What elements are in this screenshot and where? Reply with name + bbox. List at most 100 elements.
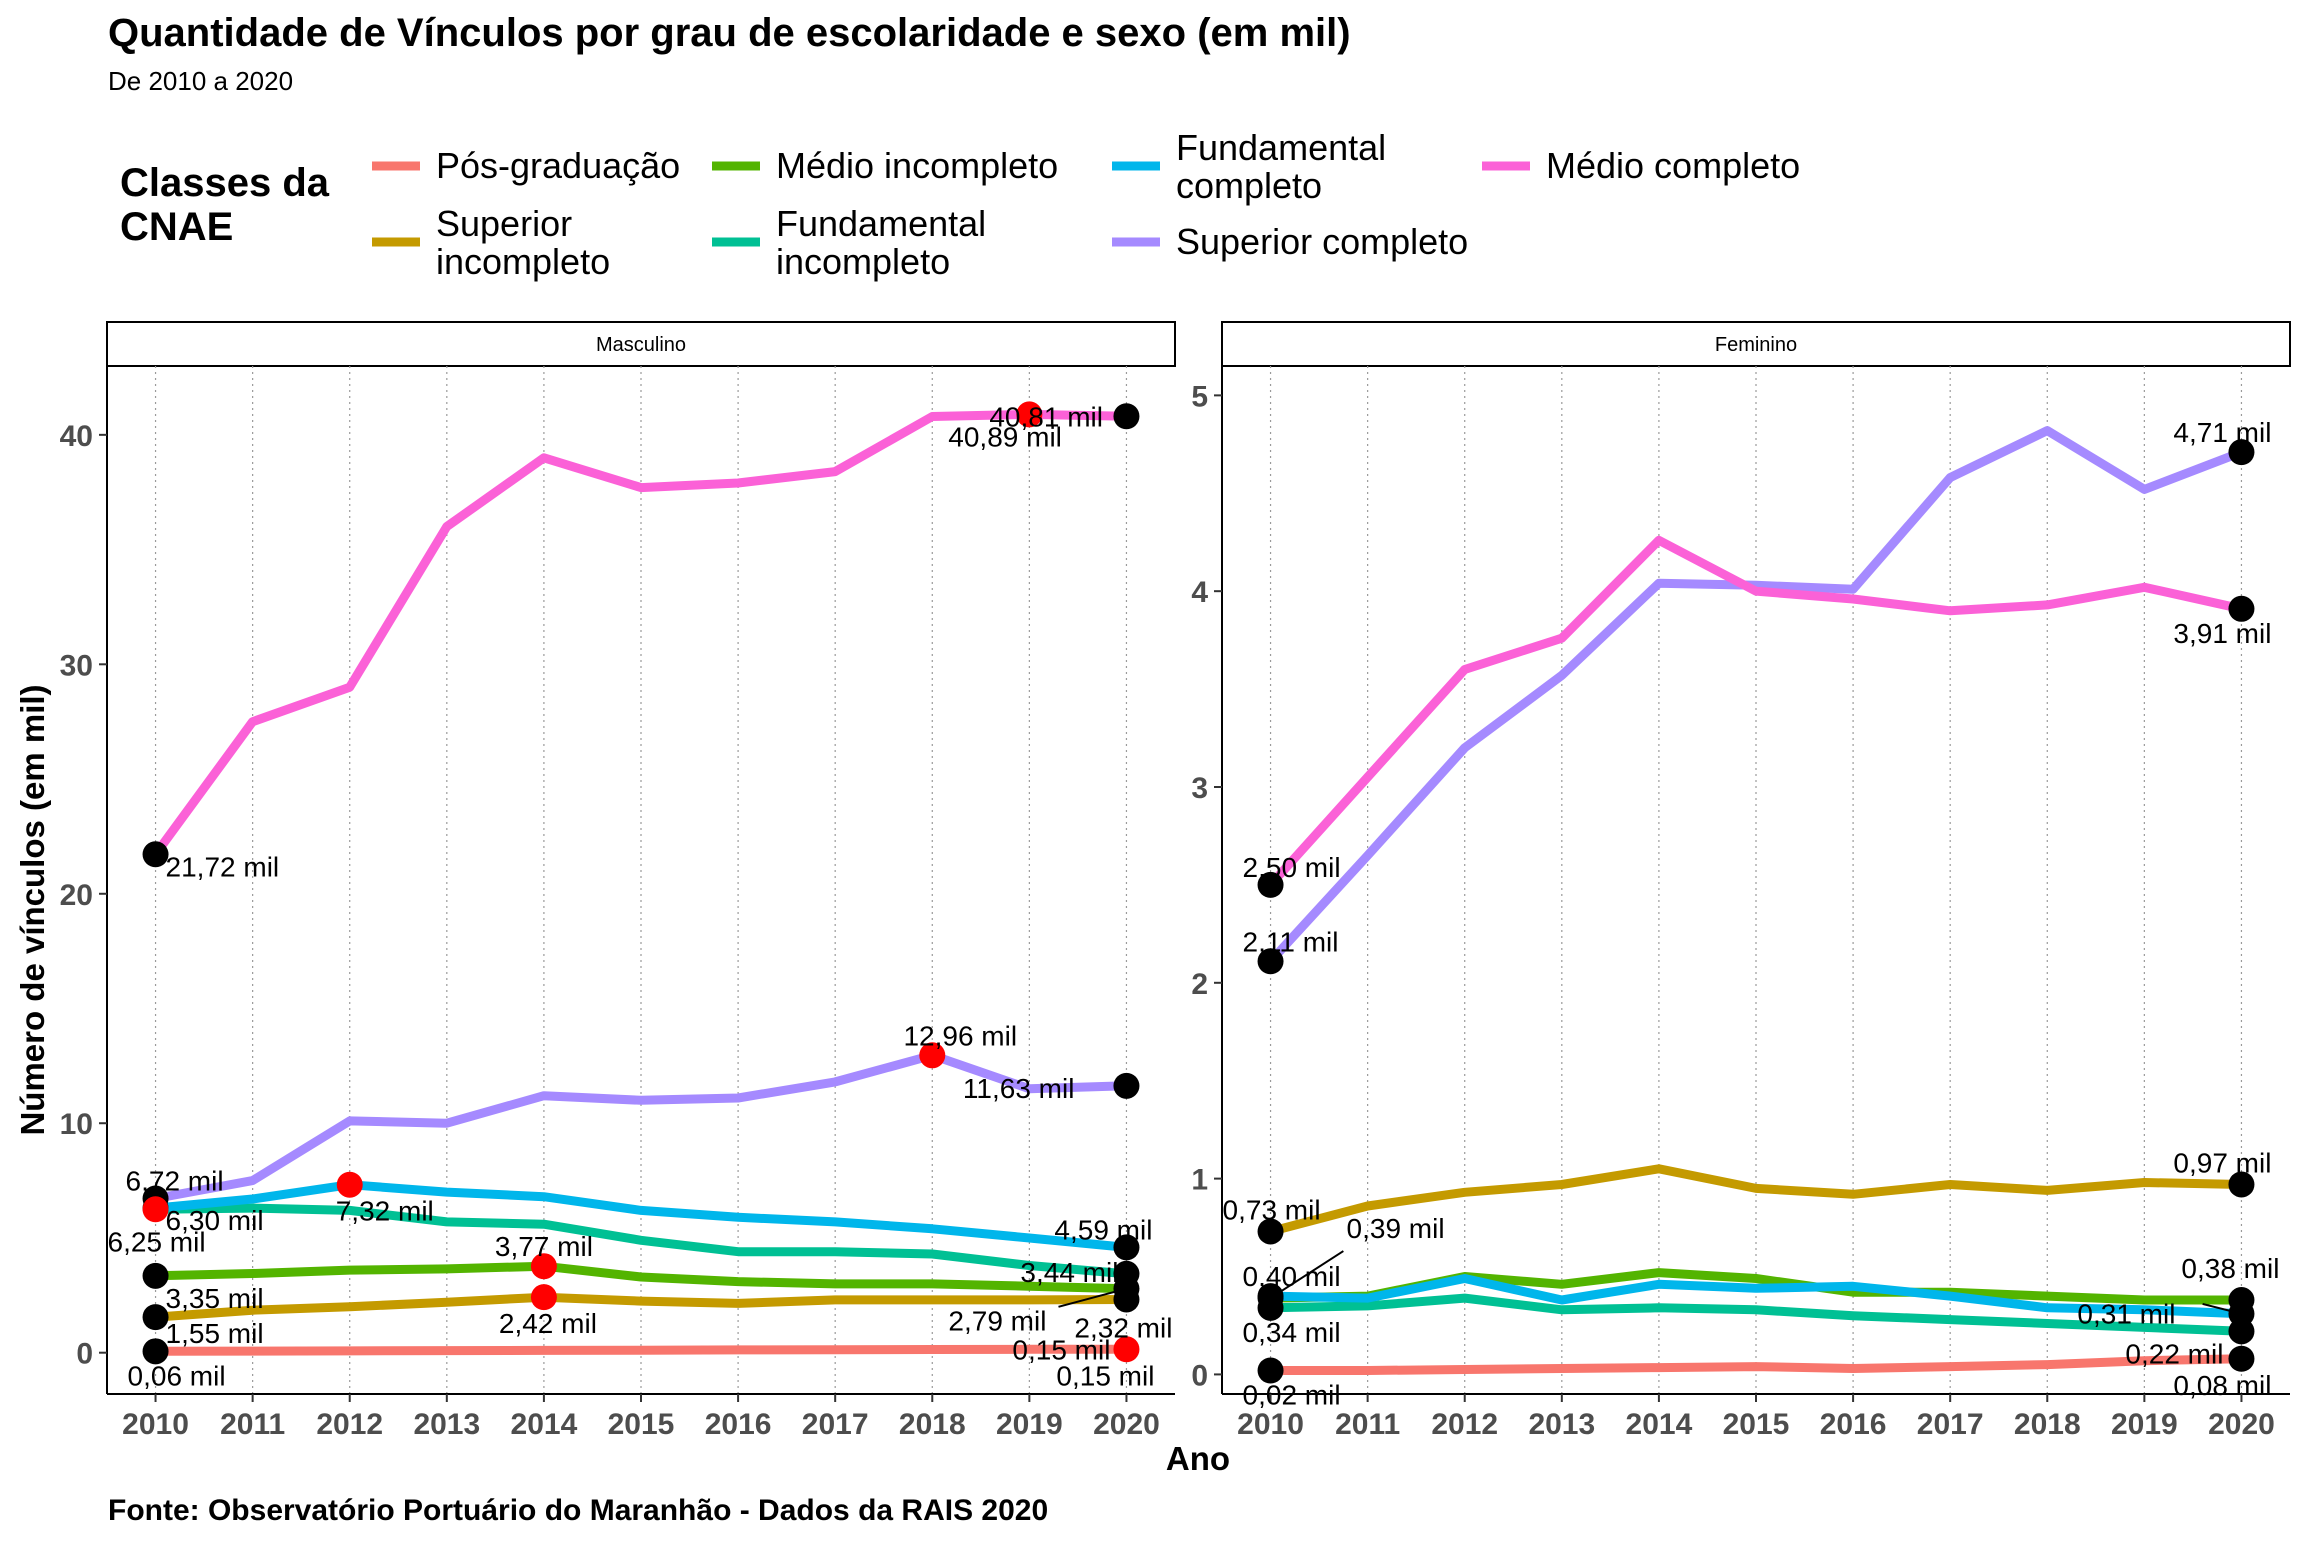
legend-label-medinc: Médio incompleto bbox=[776, 145, 1058, 186]
series-line-feminino-fundcomp bbox=[1270, 1274, 2242, 1319]
x-tick-label-feminino-2015: 2015 bbox=[1723, 1408, 1790, 1441]
legend-label-medcomp: Médio completo bbox=[1546, 145, 1800, 186]
series-line-masculino-supinc bbox=[155, 1292, 1127, 1322]
series-line-feminino-supcomp bbox=[1267, 426, 2244, 965]
strip-feminino bbox=[1221, 321, 2291, 367]
marker-feminino-supinc-2010 bbox=[1257, 1218, 1284, 1245]
strip-label-feminino: Feminino bbox=[1715, 334, 1797, 356]
data-label-feminino-0: 2,50 mil bbox=[1243, 852, 1341, 883]
marker-highlight-masculino-supinc-2014 bbox=[530, 1284, 557, 1311]
legend-label-supcomp: Superior completo bbox=[1176, 221, 1468, 262]
marker-feminino-supinc-2020 bbox=[2228, 1171, 2255, 1198]
marker-feminino-medcomp-2010 bbox=[1257, 871, 1284, 898]
legend: Classes da CNAE Pós-graduação Superior inc… bbox=[120, 127, 1800, 282]
marker-feminino-fundinc-2020 bbox=[2228, 1318, 2255, 1345]
series-line-masculino-medinc bbox=[155, 1261, 1127, 1294]
strip-label-masculino: Masculino bbox=[596, 334, 686, 356]
legend-item-fundinc: Fundamental incompleto bbox=[712, 203, 986, 282]
legend-item-medinc: Médio incompleto bbox=[712, 145, 1058, 186]
label-leader-feminino-0 bbox=[1270, 1250, 1344, 1299]
data-label-feminino-9: 0,97 mil bbox=[2173, 1147, 2271, 1178]
legend-item-supcomp: Superior completo bbox=[1112, 221, 1468, 262]
legend-item-medcomp: Médio completo bbox=[1482, 145, 1800, 186]
marker-highlight-masculino-fundcomp-2012 bbox=[336, 1171, 363, 1198]
data-label-masculino-17: 2,32 mil bbox=[1074, 1312, 1172, 1343]
y-tick-label-masculino-40: 40 bbox=[60, 420, 93, 453]
data-label-masculino-14: 4,59 mil bbox=[1054, 1214, 1152, 1245]
data-label-masculino-18: 0,15 mil bbox=[1012, 1334, 1110, 1365]
data-label-masculino-15: 3,44 mil bbox=[1020, 1257, 1118, 1288]
y-tick-label-feminino-2: 2 bbox=[1191, 968, 1208, 1001]
y-tick-label-feminino-1: 1 bbox=[1191, 1164, 1208, 1197]
x-tick-label-masculino-2013: 2013 bbox=[413, 1408, 480, 1441]
x-tick-label-masculino-2014: 2014 bbox=[511, 1408, 578, 1441]
y-tick-label-feminino-3: 3 bbox=[1191, 772, 1208, 805]
x-tick-label-masculino-2010: 2010 bbox=[122, 1408, 189, 1441]
data-label-feminino-7: 4,71 mil bbox=[2173, 417, 2271, 448]
y-tick-label-masculino-30: 30 bbox=[60, 649, 93, 682]
x-tick-label-masculino-2020: 2020 bbox=[1093, 1408, 1160, 1441]
x-tick-label-feminino-2011: 2011 bbox=[1335, 1408, 1400, 1441]
series-line-feminino-pos bbox=[1270, 1354, 2242, 1375]
data-label-feminino-4: 0,40 mil bbox=[1243, 1261, 1341, 1292]
y-axis-title: Número de vínculos (em mil) bbox=[14, 684, 51, 1135]
y-tick-label-feminino-4: 4 bbox=[1191, 576, 1208, 609]
y-tick-label-feminino-5: 5 bbox=[1191, 380, 1208, 413]
x-tick-label-masculino-2011: 2011 bbox=[220, 1408, 285, 1441]
data-label-feminino-1: 2,11 mil bbox=[1243, 926, 1339, 957]
x-tick-label-feminino-2017: 2017 bbox=[1917, 1408, 1984, 1441]
series-line-masculino-fundinc bbox=[155, 1203, 1127, 1279]
legend-item-supinc: Superior incompleto bbox=[372, 203, 610, 282]
series-line-feminino-fundinc bbox=[1270, 1293, 2242, 1336]
x-tick-label-feminino-2018: 2018 bbox=[2014, 1408, 2081, 1441]
marker-masculino-fundcomp-2020 bbox=[1113, 1234, 1140, 1261]
marker-masculino-supcomp-2020 bbox=[1113, 1072, 1140, 1099]
x-tick-label-masculino-2019: 2019 bbox=[996, 1408, 1063, 1441]
marker-masculino-medcomp-2010 bbox=[142, 841, 169, 868]
data-label-masculino-6: 0,06 mil bbox=[128, 1360, 226, 1391]
y-tick-label-masculino-10: 10 bbox=[60, 1108, 93, 1141]
y-tick-label-feminino-0: 0 bbox=[1191, 1359, 1208, 1392]
series-line-masculino-fundcomp bbox=[155, 1180, 1127, 1252]
panel-feminino: Feminino 0 1 2 3 4 5 2010 2011 2012 2013 2014 2015 20… bbox=[1191, 321, 2291, 1441]
marker-highlight-masculino-pos-2020 bbox=[1113, 1336, 1140, 1363]
series-line-masculino-supcomp bbox=[154, 1050, 1127, 1203]
data-label-feminino-10: 0,38 mil bbox=[2181, 1253, 2279, 1284]
data-label-masculino-19: 0,15 mil bbox=[1056, 1360, 1154, 1391]
data-label-feminino-8: 3,91 mil bbox=[2173, 618, 2271, 649]
data-label-feminino-5: 0,34 mil bbox=[1243, 1317, 1341, 1348]
chart-subtitle: De 2010 a 2020 bbox=[108, 66, 293, 96]
data-label-feminino-3: 0,39 mil bbox=[1347, 1213, 1445, 1244]
x-axis-title: Ano bbox=[1166, 1440, 1230, 1477]
data-label-feminino-6: 0,02 mil bbox=[1243, 1380, 1341, 1411]
data-label-masculino-3: 6,25 mil bbox=[108, 1226, 206, 1257]
marker-highlight-masculino-medcomp-2019 bbox=[1016, 401, 1043, 428]
y-tick-label-masculino-0: 0 bbox=[76, 1338, 93, 1371]
data-label-masculino-7: 7,32 mil bbox=[336, 1196, 434, 1227]
data-label-masculino-11: 40,81 mil bbox=[989, 401, 1103, 432]
data-label-masculino-12: 40,89 mil bbox=[948, 421, 1062, 452]
x-tick-label-feminino-2012: 2012 bbox=[1431, 1408, 1498, 1441]
series-line-feminino-medcomp bbox=[1267, 535, 2243, 888]
legend-label-fundcomp: Fundamental completo bbox=[1176, 127, 1386, 206]
data-label-masculino-16: 2,79 mil bbox=[948, 1306, 1046, 1337]
marker-feminino-fundinc-2010 bbox=[1257, 1294, 1284, 1321]
marker-feminino-pos-2010 bbox=[1257, 1357, 1284, 1384]
marker-masculino-supinc-2020 bbox=[1113, 1286, 1140, 1313]
data-label-feminino-12: 0,22 mil bbox=[2125, 1338, 2223, 1369]
series-line-masculino-pos bbox=[155, 1344, 1127, 1356]
panel-masculino: Masculino 0 10 20 30 40 2010 2011 2012 2013 2014 20… bbox=[60, 321, 1176, 1441]
data-label-masculino-9: 2,42 mil bbox=[499, 1308, 597, 1339]
legend-title-line2: CNAE bbox=[120, 205, 233, 249]
x-tick-label-feminino-2020: 2020 bbox=[2208, 1408, 2275, 1441]
x-tick-label-masculino-2015: 2015 bbox=[608, 1408, 675, 1441]
x-tick-label-feminino-2013: 2013 bbox=[1528, 1408, 1595, 1441]
x-tick-label-feminino-2014: 2014 bbox=[1626, 1408, 1693, 1441]
x-tick-label-feminino-2010: 2010 bbox=[1237, 1408, 1304, 1441]
x-tick-label-masculino-2016: 2016 bbox=[705, 1408, 772, 1441]
marker-feminino-supcomp-2020 bbox=[2228, 439, 2255, 466]
x-tick-label-feminino-2019: 2019 bbox=[2111, 1408, 2178, 1441]
